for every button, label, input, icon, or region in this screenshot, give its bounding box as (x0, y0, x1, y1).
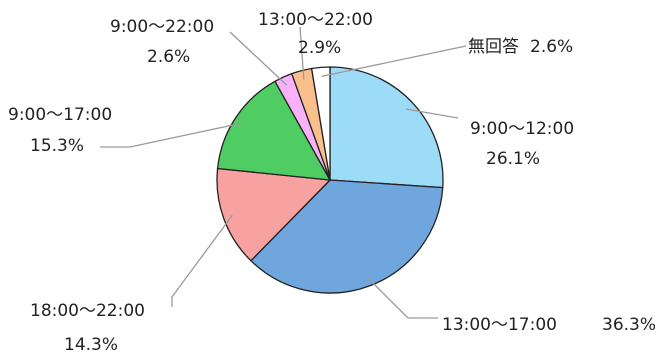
pie-slice-3 (216, 80, 332, 181)
leader-line-5 (299, 26, 305, 80)
label-18-22: 18:00〜22:00 (30, 301, 145, 321)
leader-line-6 (321, 45, 467, 78)
leader-line-2 (171, 214, 233, 307)
leader-line-4 (229, 31, 288, 86)
value-9-12: 26.1% (486, 149, 540, 169)
label-13-22: 13:00〜22:00 (258, 10, 373, 30)
label-9-17: 9:00〜17:00 (8, 105, 112, 125)
label-no-answer: 無回答 (468, 37, 519, 57)
pie-slice-2 (216, 167, 332, 262)
label-9-12: 9:00〜12:00 (470, 119, 574, 139)
value-13-22: 2.9% (298, 38, 341, 58)
value-13-17: 36.3% (602, 315, 656, 335)
pie-slice-1 (249, 179, 444, 294)
leader-lines (100, 26, 467, 319)
value-18-22: 14.3% (64, 335, 118, 355)
value-no-answer: 2.6% (530, 37, 573, 57)
leader-line-1 (366, 276, 438, 319)
pie-slice-6 (310, 66, 331, 181)
leader-line-0 (405, 108, 459, 119)
pie-slice-0 (329, 66, 444, 189)
value-9-22: 2.6% (147, 47, 190, 67)
label-13-17: 13:00〜17:00 (442, 315, 557, 335)
value-9-17: 15.3% (30, 136, 84, 156)
pie-slices (216, 66, 444, 294)
leader-line-3 (100, 122, 244, 148)
label-9-22: 9:00〜22:00 (110, 17, 214, 37)
